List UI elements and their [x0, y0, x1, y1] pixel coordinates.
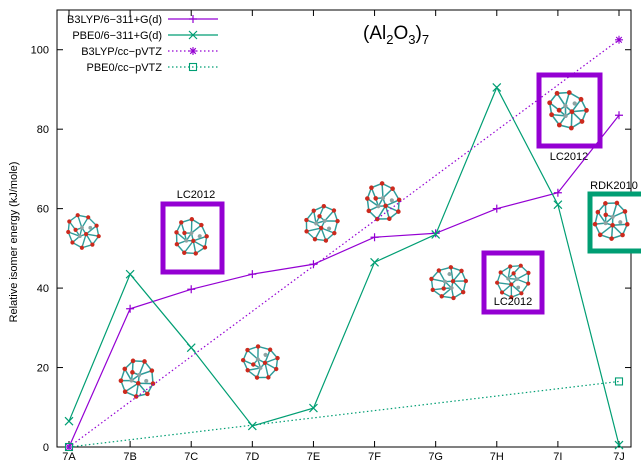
x-tick-label: 7F — [368, 451, 381, 462]
y-tick-label: 80 — [37, 124, 49, 136]
x-tick-label: 7B — [123, 451, 136, 462]
x-tick-label: 7E — [307, 451, 320, 462]
y-tick-label: 100 — [31, 45, 49, 57]
series-line — [68, 380, 620, 448]
data-point — [186, 343, 196, 353]
series-1 — [64, 83, 624, 450]
title-sub-7: 7 — [422, 32, 429, 47]
x-tick-label: 7D — [245, 451, 259, 462]
data-point — [64, 442, 74, 452]
legend-marker — [189, 47, 197, 55]
data-point — [492, 83, 502, 92]
data-point — [370, 257, 379, 267]
data-point — [615, 35, 623, 44]
data-point — [187, 285, 196, 294]
data-point — [247, 421, 257, 431]
x-tick-label: 7C — [184, 451, 198, 462]
series-line — [68, 86, 620, 446]
molecule-7d — [235, 335, 288, 389]
series-line — [68, 114, 620, 448]
y-tick-labels: 0 20 40 60 80 100 — [31, 45, 49, 454]
y-tick-label: 0 — [43, 442, 49, 454]
data-point — [370, 233, 379, 242]
x-tick-label: 7G — [428, 451, 443, 462]
data-point — [431, 230, 441, 239]
data-point — [248, 270, 257, 279]
annotation-box-7i — [536, 72, 603, 149]
legend-entry-label: B3LYP/6−311+G(d) — [67, 14, 162, 26]
data-point — [126, 304, 135, 313]
y-tick-label: 20 — [37, 363, 49, 375]
annotation-box-7j — [584, 191, 641, 254]
data-point — [553, 188, 562, 197]
data-point — [309, 260, 318, 269]
y-tick-label: 40 — [37, 283, 49, 295]
annotation-label-7i: LC2012 — [550, 151, 589, 163]
legend-entry-label: B3LYP/cc−pVTZ — [81, 46, 162, 58]
legend-marker — [189, 15, 197, 23]
molecule-7g — [422, 256, 476, 309]
data-point — [309, 403, 318, 413]
x-tick-label: 7I — [553, 451, 562, 462]
x-tick-label: 7A — [62, 451, 76, 462]
molecule-7a — [65, 212, 102, 251]
y-axis-label: Relative isomer energy (kJ/mole) — [8, 162, 20, 323]
annotation-label-7h: LC2012 — [494, 296, 533, 308]
series-layer — [64, 35, 624, 452]
annotation-box-7c — [160, 201, 225, 275]
molecule-7f — [359, 177, 408, 228]
annotation-box-7h — [481, 250, 545, 315]
chart-title: (Al2O3)7 — [363, 23, 429, 47]
legend-marker — [188, 30, 198, 40]
title-sub-2: 2 — [386, 32, 393, 47]
data-point — [125, 269, 135, 279]
molecule-7b — [109, 350, 167, 408]
data-point — [64, 416, 74, 426]
data-point — [553, 200, 563, 210]
data-point — [615, 111, 623, 120]
series-3 — [64, 377, 624, 452]
data-point — [492, 204, 501, 213]
data-point — [614, 377, 624, 386]
title-part-close: ) — [415, 23, 421, 44]
legend-entry-label: PBE0/6−311+G(d) — [72, 30, 162, 42]
legend-marker — [188, 62, 198, 72]
molecule-7e — [295, 198, 349, 251]
y-tick-label: 60 — [37, 204, 49, 216]
x-tick-label: 7H — [490, 451, 504, 462]
data-point — [614, 440, 624, 450]
x-tick-labels: 7A 7B 7C 7D 7E 7F 7G 7H 7I 7J — [62, 451, 625, 462]
annotation-label-7c: LC2012 — [177, 189, 216, 201]
title-part-o: O — [393, 23, 408, 44]
series-0 — [65, 111, 623, 451]
legend: B3LYP/6−311+G(d) PBE0/6−311+G(d) B3LYP/cc−… — [67, 14, 218, 74]
x-tick-label: 7J — [613, 451, 625, 462]
title-sub-3: 3 — [408, 32, 415, 47]
annotation-label-7j: RDK2010 — [590, 180, 638, 192]
title-part-open: (Al — [363, 23, 386, 44]
legend-entry-label: PBE0/cc−pVTZ — [86, 62, 162, 74]
